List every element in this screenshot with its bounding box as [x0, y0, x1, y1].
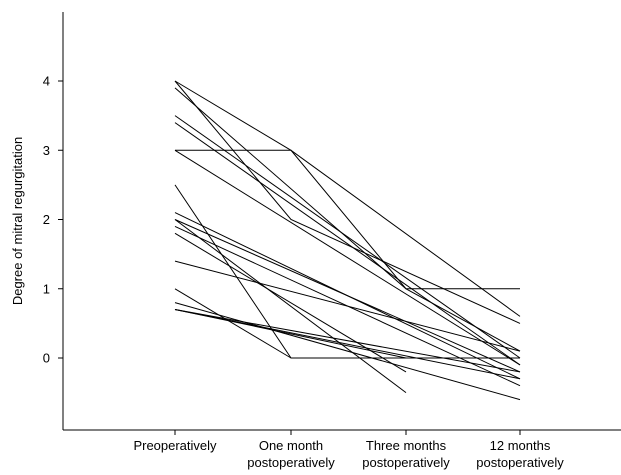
series-line-1 [174, 80, 521, 317]
series-line-2 [174, 80, 521, 324]
series-line-14 [174, 260, 521, 352]
y-tick-label: 1 [43, 281, 50, 296]
y-tick-label: 2 [43, 212, 50, 227]
series-line-6 [175, 149, 520, 290]
series-line-18 [174, 309, 521, 380]
series-line-11 [174, 219, 407, 394]
y-tick-label: 3 [43, 143, 50, 158]
series-line-19 [174, 309, 521, 373]
series-line-10 [174, 219, 521, 373]
series-line-7 [174, 149, 521, 366]
x-tick-label: One month postoperatively [247, 438, 335, 470]
x-tick-label: Three months postoperatively [362, 438, 450, 470]
series-line-5 [174, 122, 521, 366]
series-line-16 [174, 302, 521, 401]
series-line-8 [174, 184, 520, 359]
x-tick-label: 12 months postoperatively [476, 438, 564, 470]
series-line-4 [174, 115, 521, 359]
axes [62, 12, 621, 431]
y-tick-label: 0 [43, 351, 50, 366]
y-axis-title: Degree of mitral regurgitation [10, 137, 25, 305]
series-line-13 [174, 232, 407, 373]
x-ticks: Preoperatively One month postoperatively Th… [133, 430, 564, 470]
series-lines [174, 80, 521, 401]
y-ticks: 0 1 2 3 4 [43, 74, 63, 366]
y-tick-label: 4 [43, 74, 50, 89]
series-line-15 [174, 288, 292, 359]
x-tick-label: Preoperatively [133, 438, 217, 453]
series-line-3 [174, 87, 521, 352]
